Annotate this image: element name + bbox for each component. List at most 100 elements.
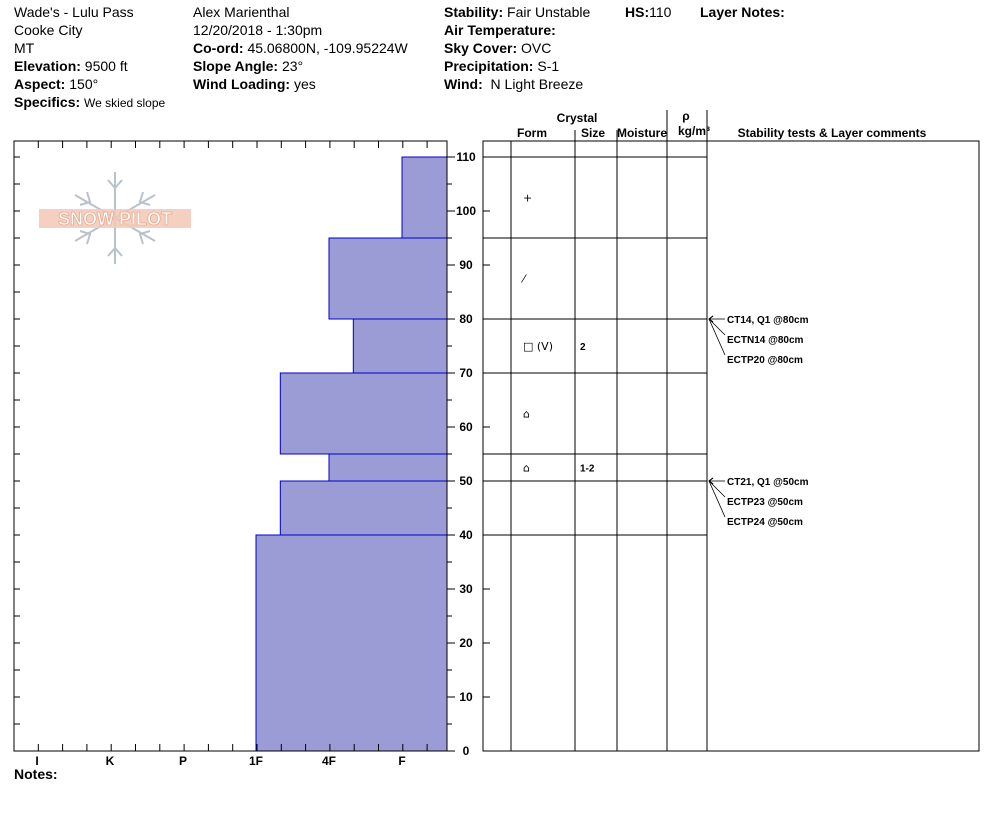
header-col3: Stability: Fair Unstable Air Temperature… [444, 3, 590, 93]
stability-test-annotations: CT14, Q1 @80cm ECTN14 @80cm ECTP20 @80cm CT… [708, 315, 809, 528]
slope-value: 23° [281, 58, 304, 74]
sky-value: OVC [521, 40, 552, 56]
x-tick-label: 4F [322, 754, 336, 768]
test-leader-line [708, 318, 726, 356]
state: MT [14, 40, 35, 56]
crystal-form: ⁄ [520, 273, 527, 286]
air-temp-row: Air Temperature: [444, 21, 590, 39]
form-header: Form [517, 126, 547, 140]
y-tick-label: 50 [459, 474, 473, 488]
hardness-bars [255, 156, 448, 752]
rho-header: ρ [682, 109, 689, 123]
hs-row: HS:110 [625, 3, 671, 21]
crystal-entries: + ⁄ □ (V) 2 ⌂ ⌂ 1-2 [520, 192, 595, 475]
stability-test-label: ECTP23 @50cm [727, 497, 803, 508]
crystal-size: 1-2 [580, 464, 595, 475]
elevation-label: Elevation: [14, 58, 81, 74]
observer-name: Alex Marienthal [193, 4, 290, 20]
x-tick-label: F [398, 754, 405, 768]
hs-value: 110 [649, 4, 672, 20]
wind-label: Wind: [444, 76, 483, 92]
air-temp-label: Air Temperature: [444, 22, 556, 38]
x-tick-label: I [35, 754, 38, 768]
wind-loading-value: yes [293, 76, 316, 92]
wind-loading-row: Wind Loading: yes [193, 75, 408, 93]
coord-value: 45.06800N, -109.95224W [247, 40, 408, 56]
aspect-label: Aspect: [14, 76, 66, 92]
x-tick-label: 1F [249, 754, 263, 768]
y-tick-label: 0 [463, 744, 470, 758]
hardness-bar [328, 237, 448, 320]
precip-value: S-1 [537, 58, 560, 74]
y-tick-label: 110 [456, 150, 476, 164]
y-tick-label: 30 [459, 582, 473, 596]
stability-test-label: ECTP20 @80cm [727, 355, 803, 366]
stability-test-label: ECTP24 @50cm [727, 517, 803, 528]
precip-label: Precipitation: [444, 58, 534, 74]
hardness-bar [279, 480, 448, 536]
stability-test-label: CT14, Q1 @80cm [727, 315, 809, 326]
crystal-header: Crystal [557, 111, 598, 125]
specifics-value: We skied slope [84, 96, 166, 110]
stability-tests-header: Stability tests & Layer comments [738, 126, 927, 140]
table-headers: Crystal Form Size Moisture ρ kg/m³ Stabi… [517, 109, 927, 140]
slope-label: Slope Angle: [193, 58, 279, 74]
notes-label: Notes: [14, 766, 58, 782]
hardness-bar [401, 156, 448, 239]
wind-loading-label: Wind Loading: [193, 76, 291, 92]
aspect-value: 150° [69, 76, 99, 92]
density-header: kg/m³ [678, 124, 710, 138]
location-name: Wade's - Lulu Pass [14, 4, 134, 20]
crystal-size: 2 [580, 342, 586, 353]
city: Cooke City [14, 22, 83, 38]
stability-test-label: CT21, Q1 @50cm [727, 477, 809, 488]
layer-table [482, 110, 980, 752]
specifics-label: Specifics: [14, 94, 81, 110]
stability-label: Stability: [444, 4, 504, 20]
stability-test-label: ECTN14 @80cm [727, 335, 804, 346]
crystal-form: ⌂ [523, 408, 530, 421]
y-tick-label: 10 [459, 690, 473, 704]
wind-row: Wind: N Light Breeze [444, 75, 590, 93]
size-header: Size [581, 126, 605, 140]
elevation-row: Elevation: 9500 ft [14, 57, 165, 75]
hardness-bar [328, 453, 448, 482]
x-tick-label: P [179, 754, 187, 768]
hardness-axis: I K P 1F 4F F [35, 754, 405, 768]
test-arrow-icon [708, 477, 714, 485]
header-col2: Alex Marienthal 12/20/2018 - 1:30pm Co-o… [193, 3, 408, 93]
crystal-form: ⌂ [523, 462, 530, 475]
stability-row: Stability: Fair Unstable [444, 3, 590, 21]
layer-notes-row: Layer Notes: [700, 3, 785, 21]
snowpilot-logo: SNOW PILOT [39, 172, 191, 264]
height-axis: 0 10 20 30 40 50 60 70 80 90 100 110 [447, 150, 476, 758]
sky-row: Sky Cover: OVC [444, 39, 590, 57]
y-tick-label: 90 [459, 258, 473, 272]
hs-label: HS: [625, 4, 650, 20]
aspect-row: Aspect: 150° [14, 75, 165, 93]
elevation-value: 9500 ft [84, 58, 128, 74]
test-leader-line [708, 318, 726, 336]
precip-row: Precipitation: S-1 [444, 57, 590, 75]
slope-row: Slope Angle: 23° [193, 57, 408, 75]
test-leader-line [708, 480, 726, 518]
test-arrow-icon [708, 315, 714, 323]
y-tick-label: 60 [459, 420, 473, 434]
test-leader-line [708, 480, 726, 498]
hardness-bar [279, 372, 448, 455]
specifics-row: Specifics: We skied slope [14, 93, 165, 112]
hardness-plot-frame [13, 140, 448, 752]
moisture-header: Moisture [617, 126, 667, 140]
table-border [482, 140, 980, 752]
y-tick-label: 70 [459, 366, 473, 380]
plot-border [13, 140, 448, 752]
y-tick-label: 100 [456, 204, 476, 218]
logo-text: SNOW PILOT [58, 209, 172, 229]
header-col1: Wade's - Lulu Pass Cooke City MT Elevati… [14, 3, 165, 112]
crystal-form: + [523, 192, 532, 205]
y-tick-label: 80 [459, 312, 473, 326]
observation-datetime: 12/20/2018 - 1:30pm [193, 22, 323, 38]
coord-row: Co-ord: 45.06800N, -109.95224W [193, 39, 408, 57]
layer-notes-label: Layer Notes: [700, 4, 785, 20]
